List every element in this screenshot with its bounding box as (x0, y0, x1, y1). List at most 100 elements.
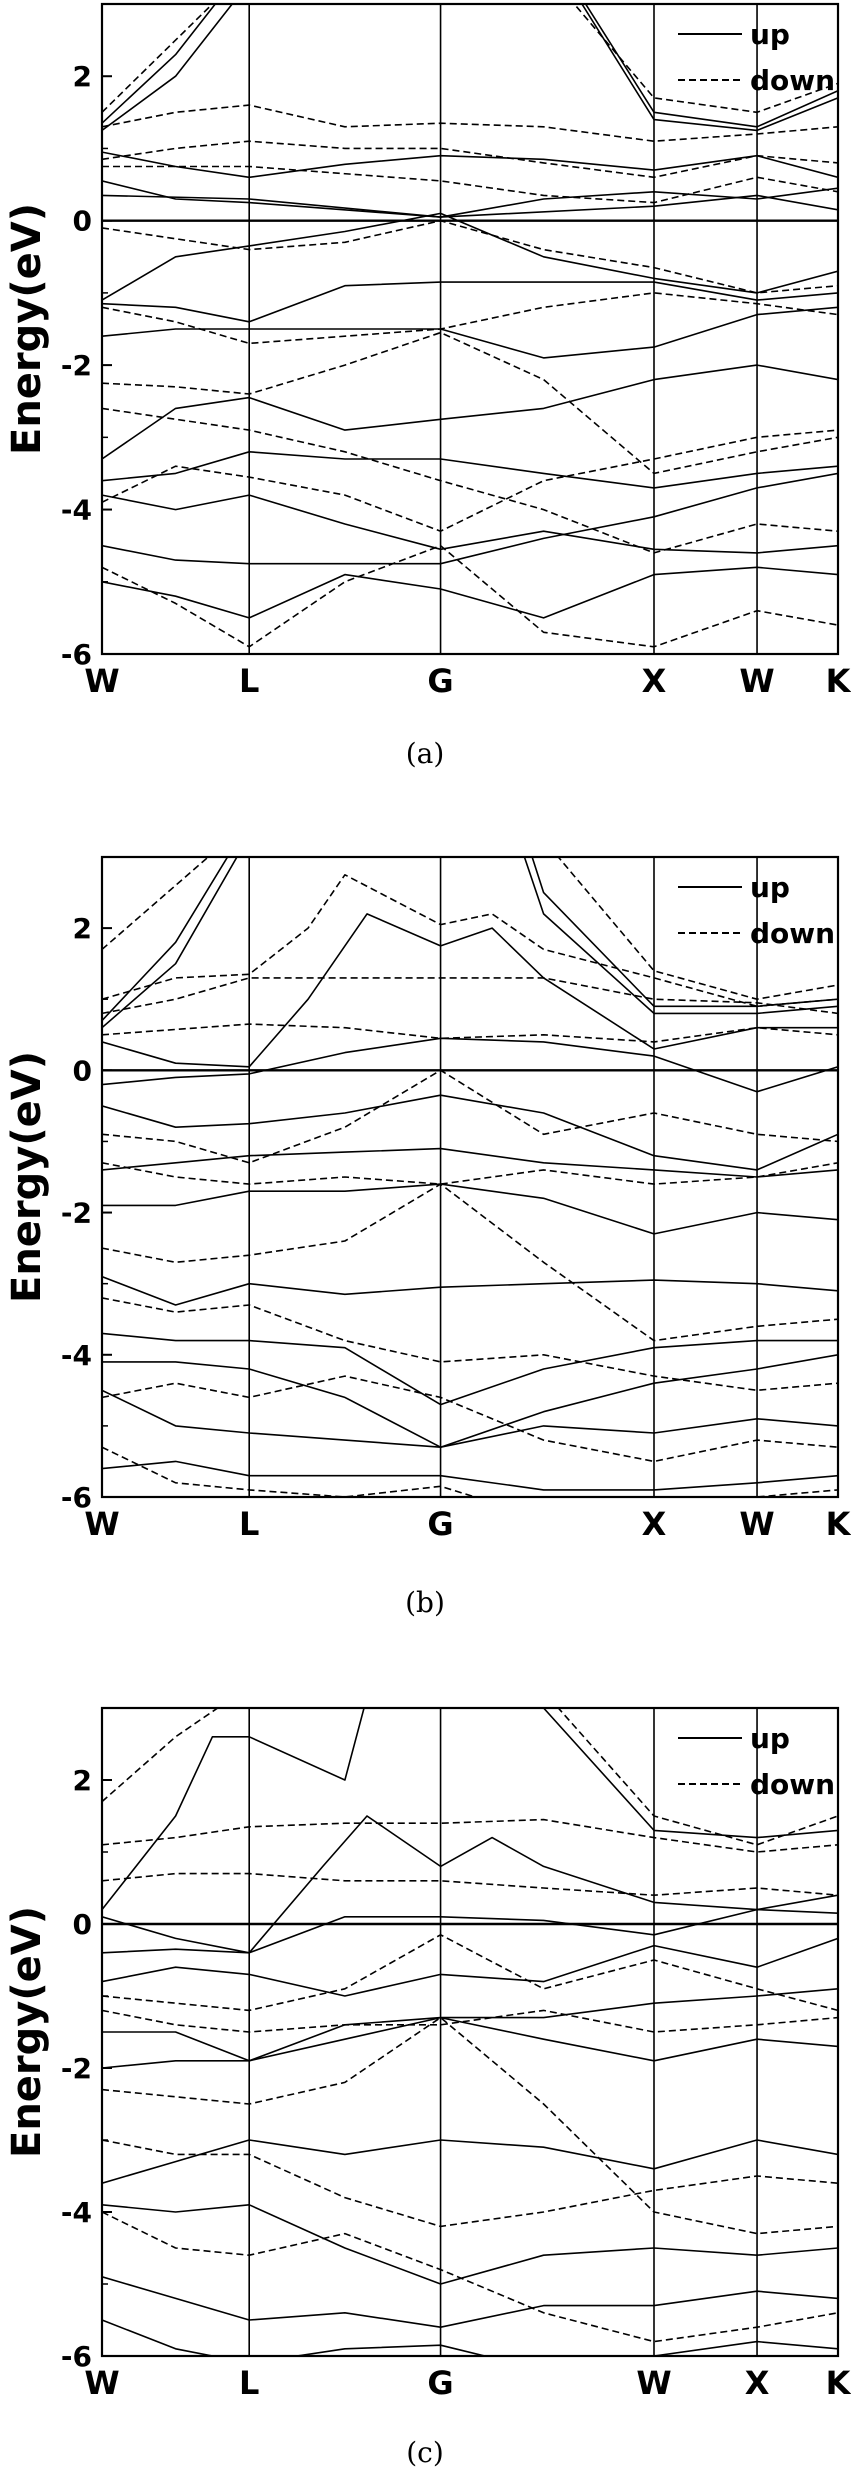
bands (102, 857, 838, 1497)
y-tick-label: -4 (61, 2196, 92, 2229)
y-tick-label: -6 (61, 2340, 92, 2373)
band-line-up (102, 1275, 838, 1306)
band-line-up (102, 1708, 838, 1911)
y-tick-label: 0 (73, 1054, 92, 1087)
band-line-up (102, 2204, 838, 2285)
x-tick-label: W (84, 662, 119, 700)
band-line-up (102, 472, 838, 565)
band-line-down (102, 1708, 838, 1846)
band-line-up (102, 1332, 838, 1406)
x-tick-label: W (84, 1505, 119, 1543)
band-line-down (102, 1934, 838, 2012)
legend-label-down: down (750, 64, 835, 97)
panel-caption: (c) (406, 2436, 444, 2469)
legend-label-up: up (750, 18, 790, 51)
band-line-up (102, 1354, 838, 1448)
x-tick-label: K (826, 1505, 851, 1543)
bands (102, 1708, 838, 2356)
band-line-down (102, 1297, 838, 1392)
y-tick-label: 2 (73, 60, 92, 93)
y-tick-label: 0 (73, 1908, 92, 1941)
band-line-down (102, 2139, 838, 2228)
band-line-up (102, 1147, 838, 1178)
band-line-down (102, 1446, 838, 1497)
x-tick-label: L (239, 662, 259, 700)
y-tick-label: -4 (61, 494, 92, 527)
band-line-down (102, 857, 838, 1000)
band-line-up (102, 2276, 838, 2328)
y-tick-label: -2 (61, 1197, 92, 1230)
band-line-down (102, 331, 838, 475)
y-tick-label: -2 (61, 2052, 92, 2085)
band-structure-panel-c: -6 -4 -2 0 2 W L G W X K Energy(eV) up down (c) (4, 1706, 851, 2469)
band-line-up (102, 212, 838, 301)
x-tick-label: G (427, 1505, 453, 1543)
band-line-up (102, 494, 838, 554)
y-axis-title: Energy(eV) (4, 1051, 50, 1303)
band-line-down (102, 1023, 838, 1043)
panel-caption: (b) (405, 1586, 445, 1619)
band-line-up (102, 1094, 838, 1171)
panel-caption: (a) (406, 737, 445, 770)
x-tick-label: X (642, 662, 667, 700)
y-axis-title: Energy(eV) (4, 203, 50, 455)
y-tick-label: 0 (73, 205, 92, 238)
band-line-down (102, 219, 838, 294)
y-axis-title: Energy(eV) (4, 1906, 50, 2158)
plot-frame (100, 855, 840, 1499)
band-line-down (102, 977, 838, 1015)
legend-label-down: down (750, 917, 835, 950)
x-tick-label: G (427, 662, 453, 700)
band-line-down (102, 544, 838, 648)
band-line-up (102, 1389, 838, 1448)
band-line-up (102, 1815, 838, 1954)
plot-frame (100, 2, 840, 656)
band-line-up (102, 857, 838, 1029)
band-line-up (102, 2319, 838, 2356)
band-line-up (102, 4, 838, 132)
y-tick-label: -6 (61, 1481, 92, 1514)
band-line-up (102, 1937, 838, 1997)
y-tick-label: 2 (73, 912, 92, 945)
band-line-down (102, 1069, 838, 1164)
band-line-up (102, 194, 838, 218)
x-tick-label: X (745, 2364, 770, 2402)
band-structure-panel-b: -6 -4 -2 0 2 W L G X W K Energy(eV) up down (b) (4, 855, 851, 1619)
legend-label-down: down (750, 1768, 835, 1801)
x-tick-label: W (84, 2364, 119, 2402)
band-line-up (102, 1037, 838, 1093)
band-line-down (102, 165, 838, 204)
band-line-down (102, 4, 838, 114)
band-line-up (102, 1460, 838, 1491)
band-line-up (102, 913, 838, 1068)
band-line-down (102, 1872, 838, 1896)
band-line-up (102, 2139, 838, 2184)
band-line-down (102, 407, 838, 554)
band-line-up (102, 857, 838, 1022)
band-line-down (102, 874, 838, 1008)
band-line-down (102, 2009, 838, 2033)
y-tick-label: -2 (61, 349, 92, 382)
band-line-down (102, 1183, 838, 1342)
x-tick-label: L (239, 1505, 259, 1543)
band-line-up (102, 2016, 838, 2069)
legend-label-up: up (750, 871, 790, 904)
plot-frame (100, 1706, 840, 2358)
band-line-down (102, 104, 838, 142)
band-line-down (102, 140, 838, 179)
bands (102, 4, 838, 648)
x-tick-label: W (636, 2364, 671, 2402)
band-line-up (102, 566, 838, 619)
legend-label-up: up (750, 1722, 790, 1755)
band-line-up (102, 4, 838, 128)
band-line-up (102, 151, 838, 179)
band-line-down (102, 2016, 838, 2235)
band-line-up (102, 1988, 838, 2062)
band-line-down (102, 1375, 838, 1463)
x-tick-label: W (739, 662, 774, 700)
x-tick-label: G (427, 2364, 453, 2402)
y-tick-label: 2 (73, 1764, 92, 1797)
y-tick-label: -4 (61, 1339, 92, 1372)
band-line-up (102, 281, 838, 323)
x-tick-label: W (739, 1505, 774, 1543)
